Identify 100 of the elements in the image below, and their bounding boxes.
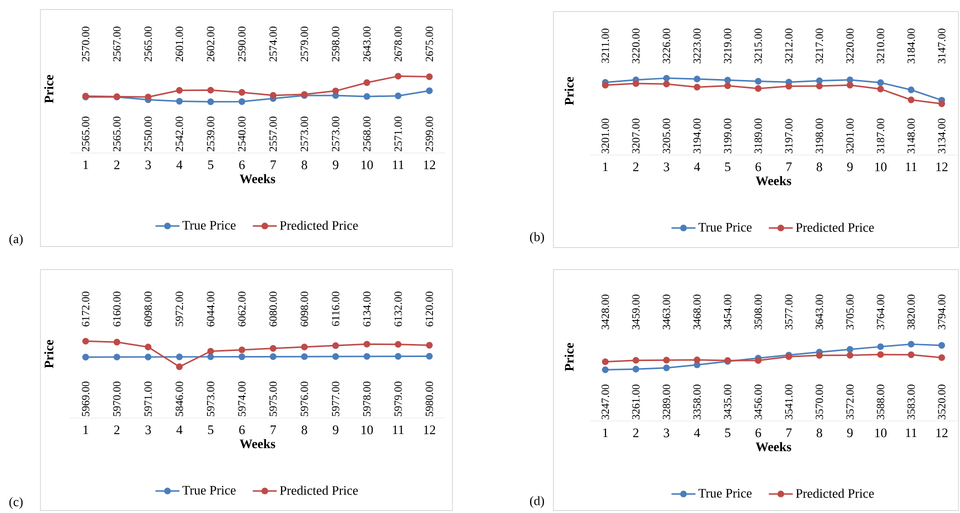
x-tick-label: 3: [146, 426, 151, 434]
data-label: 3247.00: [602, 384, 610, 420]
text: (b): [530, 232, 544, 244]
x-tick-label: 7: [270, 426, 276, 434]
data-label: 3456.00: [754, 384, 762, 420]
x-tick-label: 10: [362, 426, 373, 434]
text: (a): [9, 234, 23, 246]
data-label: 2602.00: [206, 26, 214, 62]
data-label: 3454.00: [724, 294, 732, 330]
data-label: 2568.00: [363, 116, 371, 152]
data-label: 3198.00: [816, 118, 824, 154]
data-label: 3583.00: [907, 384, 915, 420]
data-label: 3134.00: [938, 118, 946, 154]
data-label: 3217.00: [816, 28, 824, 64]
data-label: 3226.00: [662, 28, 670, 64]
data-label: 5969.00: [82, 382, 90, 416]
data-label: 2599.00: [426, 116, 434, 152]
x-tick-label: 8: [816, 162, 822, 172]
data-label: 3212.00: [785, 28, 793, 64]
x-tick-label: 1: [603, 162, 608, 172]
x-tick-label: 11: [393, 160, 404, 170]
data-label: 5980.00: [426, 382, 434, 416]
data-label: 3705.00: [846, 294, 854, 330]
x-tick-label: 4: [694, 162, 700, 172]
x-tick-label: 7: [786, 428, 792, 437]
legend-label: True Price: [698, 222, 752, 232]
data-label: 3223.00: [693, 28, 701, 64]
data-label: 2571.00: [394, 116, 402, 152]
data-label: 3570.00: [816, 384, 824, 420]
x-axis-title: Weeks: [240, 174, 276, 184]
x-tick-label: 2: [114, 160, 120, 170]
data-label: 3577.00: [785, 294, 793, 330]
data-label: 5973.00: [206, 382, 214, 416]
data-label: 3428.00: [602, 294, 610, 330]
x-tick-label: 10: [362, 160, 373, 170]
data-label: 2573.00: [332, 116, 340, 152]
data-label: 6172.00: [82, 292, 90, 326]
data-label: 2590.00: [238, 26, 246, 62]
data-label: 3588.00: [876, 384, 884, 420]
data-label: 2567.00: [113, 26, 121, 62]
x-tick-label: 1: [603, 428, 608, 438]
x-tick-label: 2: [114, 426, 120, 434]
data-label: 3189.00: [754, 118, 762, 154]
data-label: 3520.00: [938, 384, 946, 420]
x-tick-label: 3: [664, 162, 670, 172]
data-label: 3764.00: [876, 294, 884, 330]
x-tick-label: 4: [176, 160, 182, 170]
data-label: 3219.00: [724, 28, 732, 64]
text: (c): [9, 497, 23, 509]
x-tick-label: 1: [84, 160, 88, 170]
data-label: 3187.00: [876, 118, 884, 154]
data-label: 6044.00: [206, 292, 214, 326]
legend-label: True Price: [182, 220, 236, 230]
y-axis-title: Price: [44, 340, 54, 368]
legend-label: Predicted Price: [796, 488, 874, 498]
x-tick-label: 3: [146, 160, 151, 170]
data-label: 3199.00: [724, 118, 732, 154]
x-tick-label: 6: [239, 426, 245, 434]
data-label: 3197.00: [785, 118, 793, 154]
data-label: 3541.00: [785, 384, 793, 420]
x-tick-label: 9: [847, 428, 853, 438]
data-label: 3194.00: [693, 118, 701, 154]
data-label: 6062.00: [238, 292, 246, 326]
x-tick-label: 12: [424, 426, 436, 434]
data-label: 3820.00: [907, 294, 915, 330]
x-tick-label: 11: [906, 162, 917, 172]
x-tick-label: 10: [875, 428, 887, 438]
data-label: 3205.00: [662, 118, 670, 154]
x-tick-label: 11: [906, 428, 917, 438]
data-label: 3643.00: [816, 294, 824, 330]
data-label: 3261.00: [632, 384, 640, 420]
data-label: 2579.00: [300, 26, 308, 62]
data-label: 3435.00: [724, 384, 732, 420]
data-label: 2598.00: [332, 26, 340, 62]
data-label: 2573.00: [300, 116, 308, 152]
x-axis-title: Weeks: [756, 176, 792, 186]
data-label: 2565.00: [144, 26, 152, 62]
data-label: 2565.00: [113, 116, 121, 152]
data-label: 5971.00: [144, 382, 152, 416]
data-label: 2675.00: [426, 26, 434, 62]
data-label: 6098.00: [300, 292, 308, 326]
data-label: 6080.00: [269, 292, 277, 326]
x-tick-label: 8: [302, 160, 308, 170]
data-label: 3794.00: [938, 294, 946, 330]
x-axis-title: Weeks: [240, 439, 276, 448]
x-tick-label: 5: [208, 426, 214, 434]
data-label: 2574.00: [269, 26, 277, 62]
data-label: 6116.00: [332, 292, 340, 326]
x-tick-label: 12: [936, 162, 948, 172]
y-axis-title: Price: [44, 74, 54, 104]
data-label: 3211.00: [602, 28, 610, 63]
legend-label: True Price: [698, 488, 752, 498]
x-tick-label: 12: [424, 160, 436, 170]
data-label: 5970.00: [113, 382, 121, 416]
data-label: 5976.00: [300, 382, 308, 416]
data-label: 2565.00: [82, 116, 90, 152]
x-tick-label: 9: [847, 162, 853, 172]
data-label: 3147.00: [938, 28, 946, 64]
y-axis-title: Price: [564, 342, 574, 372]
x-tick-label: 11: [393, 426, 404, 434]
